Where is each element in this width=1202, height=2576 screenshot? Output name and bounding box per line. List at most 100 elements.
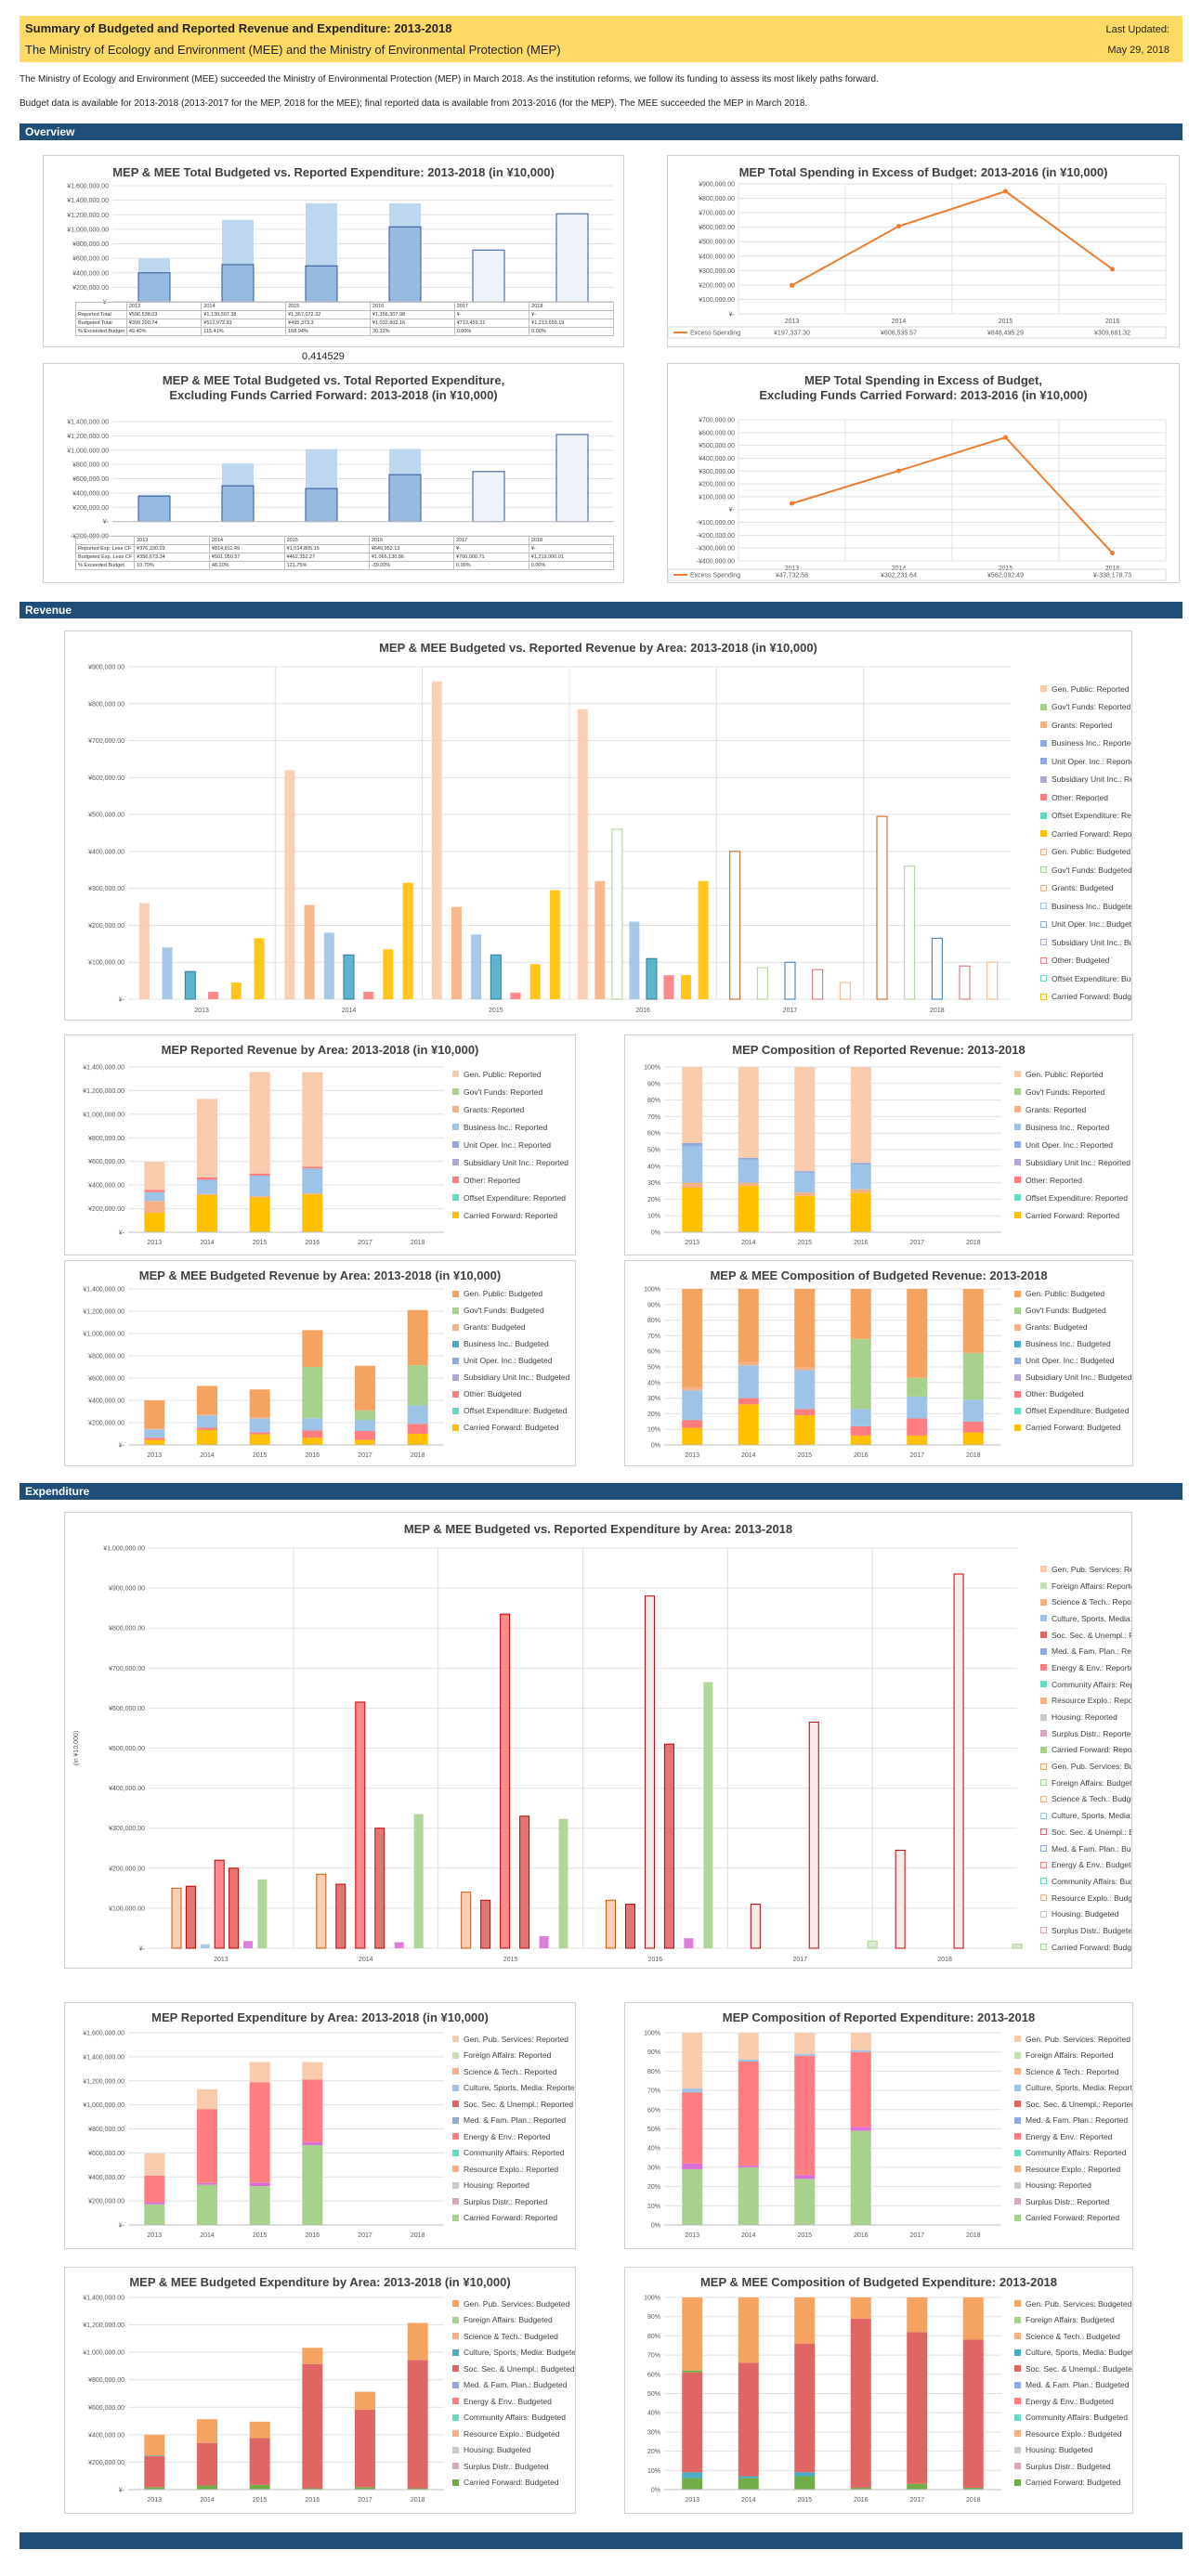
stack-biz [355, 1420, 375, 1431]
table-cell: ¥596,538.03 [125, 310, 203, 319]
legend-item: Other: Reported [1040, 788, 1131, 807]
stack-other [738, 1398, 759, 1405]
stack-cult [738, 2059, 759, 2062]
stack-sci [850, 2033, 871, 2050]
x-tick-label: 2014 [200, 2497, 215, 2504]
stack-biz [682, 1390, 703, 1421]
chart-title: Excluding Funds Carried Forward: 2013-20… [759, 388, 1088, 402]
stack-cultb [738, 2476, 759, 2478]
legend-item: Surplus Distr.: Reported [1014, 2193, 1132, 2210]
bar-cfexp [257, 1879, 268, 1948]
chart-total-excl-cf: -¥200,000.00 ¥- ¥200,000.00 ¥400,000.00 ¥600… [43, 363, 624, 583]
legend-item: Soc. Sec. & Unempl.: Reported [452, 2096, 575, 2113]
y-tick-label: 30% [647, 1396, 660, 1402]
y-tick-label: ¥600,000.00 [72, 256, 109, 263]
data-table: 2013 2014 2015 2016 2017 2018 Reported Exp. Le… [74, 536, 615, 570]
legend-item: Unit Oper. Inc.: Reported [1014, 1136, 1130, 1153]
stack-other [302, 1430, 323, 1438]
y-tick-label: ¥1,000,000.00 [83, 2350, 124, 2357]
stack-cf [794, 1195, 816, 1232]
stack-envb [355, 2409, 375, 2488]
stack-gov [907, 1377, 928, 1397]
y-tick-label: ¥1,600,000.00 [67, 184, 109, 190]
x-tick-label: 2015 [797, 1452, 812, 1459]
table-header-cell: 2018 [528, 536, 615, 545]
stack-cf [249, 1434, 270, 1445]
bar-genb [876, 815, 888, 1000]
legend-item: Unit Oper. Inc.: Budgeted [452, 1352, 569, 1369]
legend-item: Gen. Pub. Services: Budgeted [452, 2296, 575, 2312]
bar-cfsmall [529, 964, 541, 999]
legend-item: Housing: Reported [452, 2178, 575, 2194]
y-tick-label: ¥1,400,000.00 [83, 2296, 124, 2302]
stack-gen [197, 1099, 217, 1177]
bar-otherb [812, 969, 824, 1000]
y-tick-label: 20% [647, 1197, 660, 1203]
table-header-cell: 2014 [201, 302, 287, 311]
bar-unitd [490, 954, 502, 1000]
bar-surp [539, 1936, 549, 1948]
bar-budgeted-total [137, 495, 171, 523]
legend-item: Gen. Pub. Services: Budgeted [1040, 1758, 1131, 1775]
stack-env [249, 2082, 270, 2183]
y-tick-label: ¥800,000.00 [88, 1136, 124, 1142]
stack-surp [738, 2165, 759, 2167]
data-point [790, 501, 794, 506]
table-header-cell: 2018 [529, 302, 614, 311]
bar-budgeted-total [388, 474, 422, 523]
stack-genb [407, 1309, 428, 1366]
stack-cf [249, 1197, 270, 1232]
y-tick-label: ¥800,000.00 [88, 2377, 124, 2384]
stack-cf [682, 1427, 703, 1445]
stack-surp [794, 2175, 816, 2179]
table-cell: ¥1,130,307.38 [201, 310, 287, 319]
legend-item: Carried Forward: Reported [452, 1206, 568, 1224]
legend-item: Subsidiary Unit Inc.: Reported [1014, 1153, 1130, 1171]
stack-biz [249, 1175, 270, 1197]
y-tick-label: ¥1,000,000.00 [83, 1112, 124, 1118]
table-header-cell: 2014 [208, 536, 285, 545]
data-label: ¥309,681.32 [1094, 331, 1130, 337]
legend-item: Grants: Reported [1040, 716, 1131, 735]
bar-env_b [519, 1815, 530, 1949]
stack-unit [738, 1157, 759, 1160]
bar-cfsmall [383, 949, 394, 999]
stack-cf [850, 1435, 871, 1445]
y-tick-label: ¥600,000.00 [88, 1159, 124, 1165]
legend-item: Gen. Pub. Services: Reported [1040, 1561, 1131, 1578]
y-tick-label: 40% [647, 2411, 660, 2417]
y-tick-label: ¥100,000.00 [699, 297, 735, 304]
legend-item: Offset Expenditure: Budgeted [1014, 1402, 1131, 1419]
data-label: ¥197,337.30 [774, 331, 810, 337]
bar-cfexp [413, 1814, 424, 1948]
y-tick-label: 60% [647, 1131, 660, 1138]
y-tick-label: ¥900,000.00 [88, 665, 124, 671]
chart-excess-excl-cf: -¥400,000.00 -¥300,000.00 -¥200,000.00 -¥10… [667, 363, 1180, 583]
legend-item: Energy & Env.: Budgeted [452, 2393, 575, 2410]
section-revenue: Revenue [20, 602, 1182, 618]
legend-item: Unit Oper. Inc.: Reported [1040, 752, 1131, 771]
y-tick-label: ¥200,000.00 [88, 1206, 124, 1213]
legend-item: Carried Forward: Budgeted [1014, 1419, 1131, 1436]
stack-env [738, 2062, 759, 2166]
stack-sci [794, 2033, 816, 2054]
stack-cf [850, 1192, 871, 1232]
bar-grants [594, 880, 606, 999]
stack-gen [144, 1162, 165, 1190]
legend-item: Gen. Public: Budgeted [1014, 1285, 1131, 1302]
y-tick-label: 80% [647, 1098, 660, 1104]
y-tick-label: ¥400,000.00 [72, 270, 109, 277]
y-tick-label: 10% [647, 2204, 660, 2210]
y-tick-label: ¥1,400,000.00 [83, 1065, 124, 1072]
stack-biz [197, 1179, 217, 1194]
x-tick-label: 2013 [785, 319, 800, 325]
chart-budgeted-revenue-composition: 0% 10% 20% 30% 40% 50% 60% 70% 80% 90% 100% 2013 201… [624, 1260, 1133, 1466]
stack-biz [407, 1405, 428, 1425]
y-tick-label: 60% [647, 2372, 660, 2378]
x-tick-label: 2015 [489, 1008, 503, 1014]
x-tick-label: 2013 [685, 1240, 699, 1246]
stack-genb [907, 1289, 928, 1378]
legend-item: Business Inc.: Budgeted [1040, 897, 1131, 916]
